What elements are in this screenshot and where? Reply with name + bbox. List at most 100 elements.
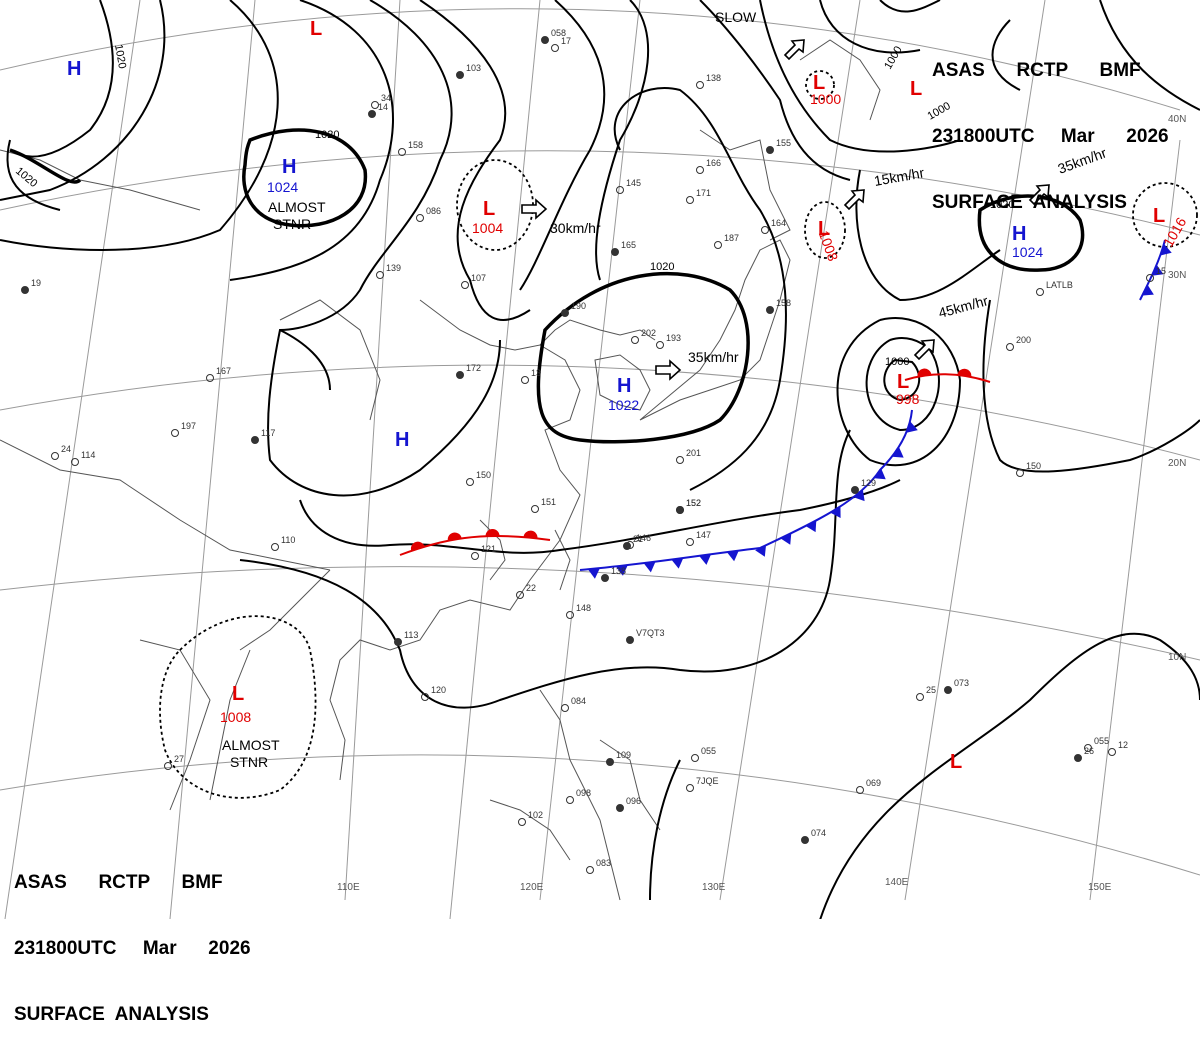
high-pressure-value: 1024: [1012, 244, 1043, 260]
station-marker: [251, 436, 259, 444]
pressure-systems: H H 1024 ALMOST STNR L L 1004 L 1000 L L…: [67, 18, 1189, 773]
header-line: SURFACE ANALYSIS: [932, 192, 1127, 213]
station-value: 26: [1084, 746, 1094, 756]
latitude-label: 40N: [1168, 114, 1186, 125]
longitude-label: 120E: [520, 882, 544, 893]
high-pressure-value: 1024: [267, 179, 298, 195]
station-value: 24: [61, 444, 71, 454]
warm-front-symbol: [917, 368, 932, 377]
station-value: 201: [686, 448, 701, 458]
station-value: 074: [811, 828, 826, 838]
high-pressure-value: 1022: [608, 397, 639, 413]
station-marker: [944, 686, 952, 694]
station-marker: [856, 786, 864, 794]
cold-front-symbol: [643, 561, 656, 573]
station-marker: [466, 478, 474, 486]
station-marker: [606, 758, 614, 766]
station-value: 148: [576, 603, 591, 613]
station-value: 151: [541, 497, 556, 507]
station-marker: [376, 271, 384, 279]
station-marker: [561, 309, 569, 317]
low-center: L: [897, 371, 909, 393]
cold-front-symbol: [587, 568, 600, 579]
station-value: 069: [866, 778, 881, 788]
station-value: 12: [1118, 740, 1128, 750]
station-value: 129: [861, 478, 876, 488]
station-marker: [623, 542, 631, 550]
cold-front-symbol: [755, 545, 767, 557]
station-value: 193: [666, 333, 681, 343]
motion-label: 30km/hr: [550, 220, 601, 236]
station-value: 055: [701, 746, 716, 756]
station-marker: [456, 371, 464, 379]
low-center: L: [310, 18, 322, 40]
station-marker: [164, 762, 172, 770]
station-value: 096: [626, 796, 641, 806]
station-marker: [631, 336, 639, 344]
station-value: 25: [926, 685, 936, 695]
cold-front-symbol: [874, 468, 886, 480]
station-value: 055: [1094, 736, 1109, 746]
station-marker: [851, 486, 859, 494]
station-value: 167: [216, 366, 231, 376]
station-marker: [561, 704, 569, 712]
motion-label: 35km/hr: [688, 349, 739, 365]
high-center: H: [282, 156, 296, 178]
station-marker: [1074, 754, 1082, 762]
station-value: 27: [174, 754, 184, 764]
station-value: 073: [954, 678, 969, 688]
station-marker: [368, 110, 376, 118]
station-value: 103: [466, 63, 481, 73]
motion-arrows: [521, 39, 1050, 381]
station-value: 158: [408, 140, 423, 150]
station-value: LATLB: [1046, 280, 1073, 290]
cold-front-symbol: [780, 533, 792, 545]
warm-front: [904, 373, 991, 383]
station-marker: [766, 146, 774, 154]
cold-front-symbol: [1151, 264, 1164, 276]
station-marker: [686, 196, 694, 204]
cold-front-symbol: [671, 557, 684, 569]
motion-arrow-icon: [521, 198, 548, 220]
station-marker: [461, 281, 469, 289]
station-value: 14: [378, 102, 388, 112]
latitude-label: 30N: [1168, 270, 1186, 281]
cold-front-east: [1139, 239, 1166, 301]
station-marker: [398, 148, 406, 156]
station-marker: [566, 796, 574, 804]
high-center: H: [395, 429, 409, 451]
cold-front-symbol: [1160, 244, 1172, 256]
cold-front-symbol: [892, 446, 904, 458]
station-marker: [696, 81, 704, 89]
station-marker: [518, 818, 526, 826]
station-value: 197: [181, 421, 196, 431]
station-marker: [766, 306, 774, 314]
low-pressure-value: 1004: [472, 220, 503, 236]
warm-front-symbol: [957, 368, 972, 377]
station-value: 190: [571, 301, 586, 311]
station-marker: [51, 452, 59, 460]
station-value: 102: [528, 810, 543, 820]
station-marker: [531, 505, 539, 513]
station-marker: [541, 36, 549, 44]
warm-front-symbol: [523, 530, 538, 539]
station-value: 7JQE: [696, 776, 719, 786]
isobar-label: 1020: [650, 261, 674, 273]
header-line: ASAS RCTP BMF: [932, 60, 1141, 81]
cold-front-symbol: [853, 489, 865, 502]
warm-front-symbol: [410, 541, 425, 551]
station-marker: [21, 286, 29, 294]
station-value: 098: [576, 788, 591, 798]
high-center: H: [1012, 223, 1026, 245]
header-line: SURFACE ANALYSIS: [14, 1004, 209, 1025]
longitude-label: 110E: [337, 882, 360, 893]
front-symbols: [410, 244, 1172, 579]
system-note: STNR: [230, 754, 268, 770]
station-marker: [801, 836, 809, 844]
station-marker: [611, 248, 619, 256]
station-marker: [1016, 469, 1024, 477]
cold-front-symbol: [699, 554, 712, 565]
latitude-label: 10N: [1168, 652, 1186, 663]
chart-header-bottom: ASAS RCTP BMF 231800UTC Mar 2026 SURFACE…: [14, 828, 251, 1048]
station-marker: [1006, 343, 1014, 351]
